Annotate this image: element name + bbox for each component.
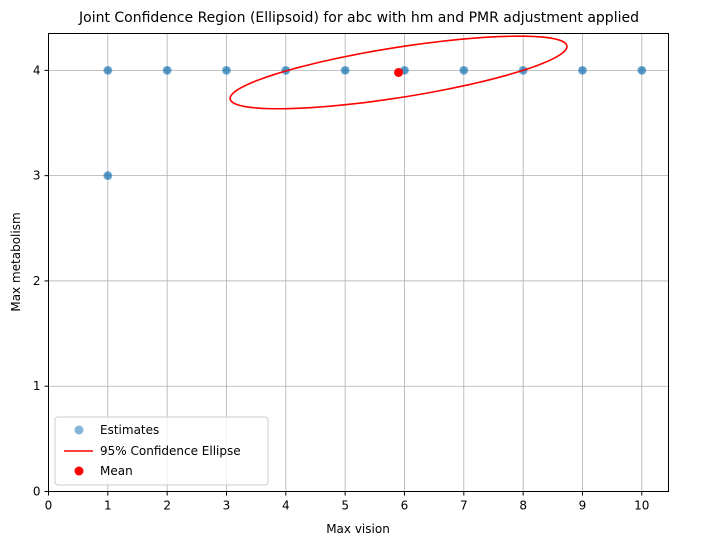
y-tick-label: 4 xyxy=(33,63,41,77)
grid-layer xyxy=(48,33,669,492)
y-tick-label: 0 xyxy=(33,485,41,499)
x-tick-label: 7 xyxy=(460,499,468,513)
x-axis-label: Max vision xyxy=(326,522,390,536)
x-tick-label: 4 xyxy=(282,499,290,513)
legend-marker-estimates xyxy=(74,425,84,435)
y-tick-label: 1 xyxy=(33,379,41,393)
y-tick-label: 3 xyxy=(33,169,41,183)
legend-label-mean: Mean xyxy=(100,464,133,478)
x-tick-label: 10 xyxy=(634,499,649,513)
x-tick-label: 5 xyxy=(341,499,349,513)
legend-label-estimates: Estimates xyxy=(100,423,159,437)
data-layer xyxy=(103,35,647,181)
estimate-point-overlap xyxy=(460,66,468,74)
legend-box xyxy=(54,416,269,486)
legend: Estimates 95% Confidence Ellipse Mean xyxy=(54,416,269,486)
x-tick-label: 1 xyxy=(104,499,112,513)
mean-point xyxy=(394,67,404,77)
estimate-point-overlap xyxy=(638,66,646,74)
legend-label-ellipse: 95% Confidence Ellipse xyxy=(100,444,241,458)
legend-marker-mean xyxy=(74,466,84,476)
estimate-point-overlap xyxy=(341,66,349,74)
tick-layer: 0 1 2 3 4 5 6 7 8 9 10 0 1 2 3 4 xyxy=(33,63,650,512)
x-tick-label: 8 xyxy=(519,499,527,513)
confidence-ellipse xyxy=(229,35,568,110)
estimate-point-overlap xyxy=(222,66,230,74)
estimate-point-overlap xyxy=(578,66,586,74)
estimate-point-overlap xyxy=(104,172,112,180)
y-tick-label: 2 xyxy=(33,274,41,288)
estimate-point-overlap xyxy=(163,66,171,74)
x-tick-label: 0 xyxy=(45,499,53,513)
x-tick-label: 2 xyxy=(163,499,171,513)
estimate-point-overlap xyxy=(104,66,112,74)
chart-title: Joint Confidence Region (Ellipsoid) for … xyxy=(78,10,639,26)
x-tick-label: 6 xyxy=(401,499,409,513)
x-tick-label: 9 xyxy=(579,499,587,513)
x-tick-label: 3 xyxy=(223,499,231,513)
plot-frame xyxy=(48,33,669,492)
y-axis-label: Max metabolism xyxy=(9,212,23,311)
